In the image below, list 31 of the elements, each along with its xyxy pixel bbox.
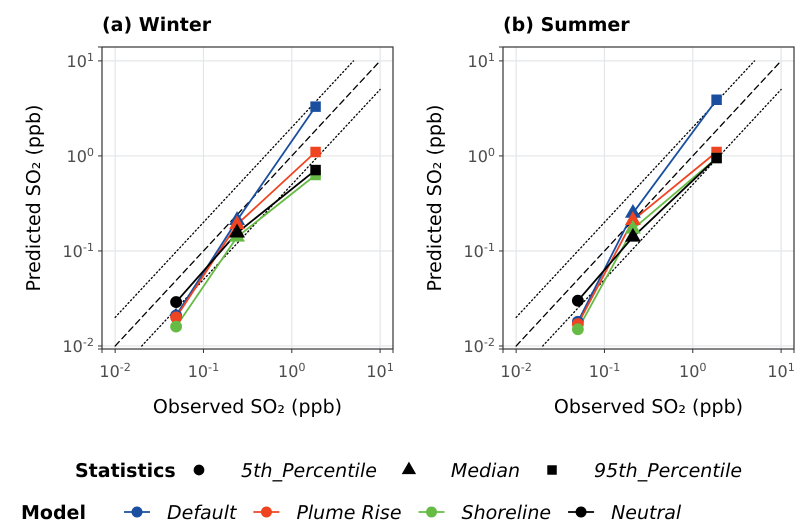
y-tick-label: 10$^{-2}$ bbox=[463, 336, 495, 356]
x-tick-label: 10$^{-1}$ bbox=[188, 360, 220, 381]
legend-label: Default bbox=[167, 502, 238, 524]
x-axis-title: Observed SO₂ (ppb) bbox=[554, 396, 744, 418]
y-tick-label: 10$^{-1}$ bbox=[463, 240, 495, 261]
y-tick-label: 10$^{-2}$ bbox=[62, 336, 94, 356]
legend-label: Shoreline bbox=[462, 502, 552, 524]
legend-label: Median bbox=[450, 460, 520, 482]
x-tick-label: 10$^{1}$ bbox=[366, 360, 394, 381]
legend-label: Plume Rise bbox=[296, 502, 402, 524]
y-tick-label: 10$^{0}$ bbox=[468, 145, 495, 166]
chart-title: (b) Summer bbox=[503, 14, 630, 36]
y-axis-title: Predicted SO₂ (ppb) bbox=[23, 104, 45, 292]
chart-title: (a) Winter bbox=[102, 14, 212, 36]
legend-label: Neutral bbox=[611, 502, 682, 524]
x-tick-label: 10$^{1}$ bbox=[767, 360, 795, 381]
y-tick-label: 10$^{1}$ bbox=[468, 50, 495, 71]
x-tick-label: 10$^{0}$ bbox=[679, 360, 707, 381]
x-tick-label: 10$^{-2}$ bbox=[500, 360, 532, 381]
x-tick-label: 10$^{-1}$ bbox=[588, 360, 620, 381]
x-tick-label: 10$^{-2}$ bbox=[99, 360, 131, 381]
text: Statistics bbox=[75, 460, 176, 482]
legend-title: Model bbox=[21, 502, 86, 524]
x-axis-title: Observed SO₂ (ppb) bbox=[152, 396, 342, 418]
legend-label: 5th_Percentile bbox=[241, 460, 377, 482]
x-tick-label: 10$^{0}$ bbox=[278, 360, 306, 381]
y-tick-label: 10$^{-1}$ bbox=[62, 240, 94, 261]
y-tick-label: 10$^{0}$ bbox=[66, 145, 94, 166]
y-axis-title: Predicted SO₂ (ppb) bbox=[424, 104, 446, 292]
legend-label: 95th_Percentile bbox=[594, 460, 742, 482]
y-tick-label: 10$^{1}$ bbox=[66, 50, 94, 71]
